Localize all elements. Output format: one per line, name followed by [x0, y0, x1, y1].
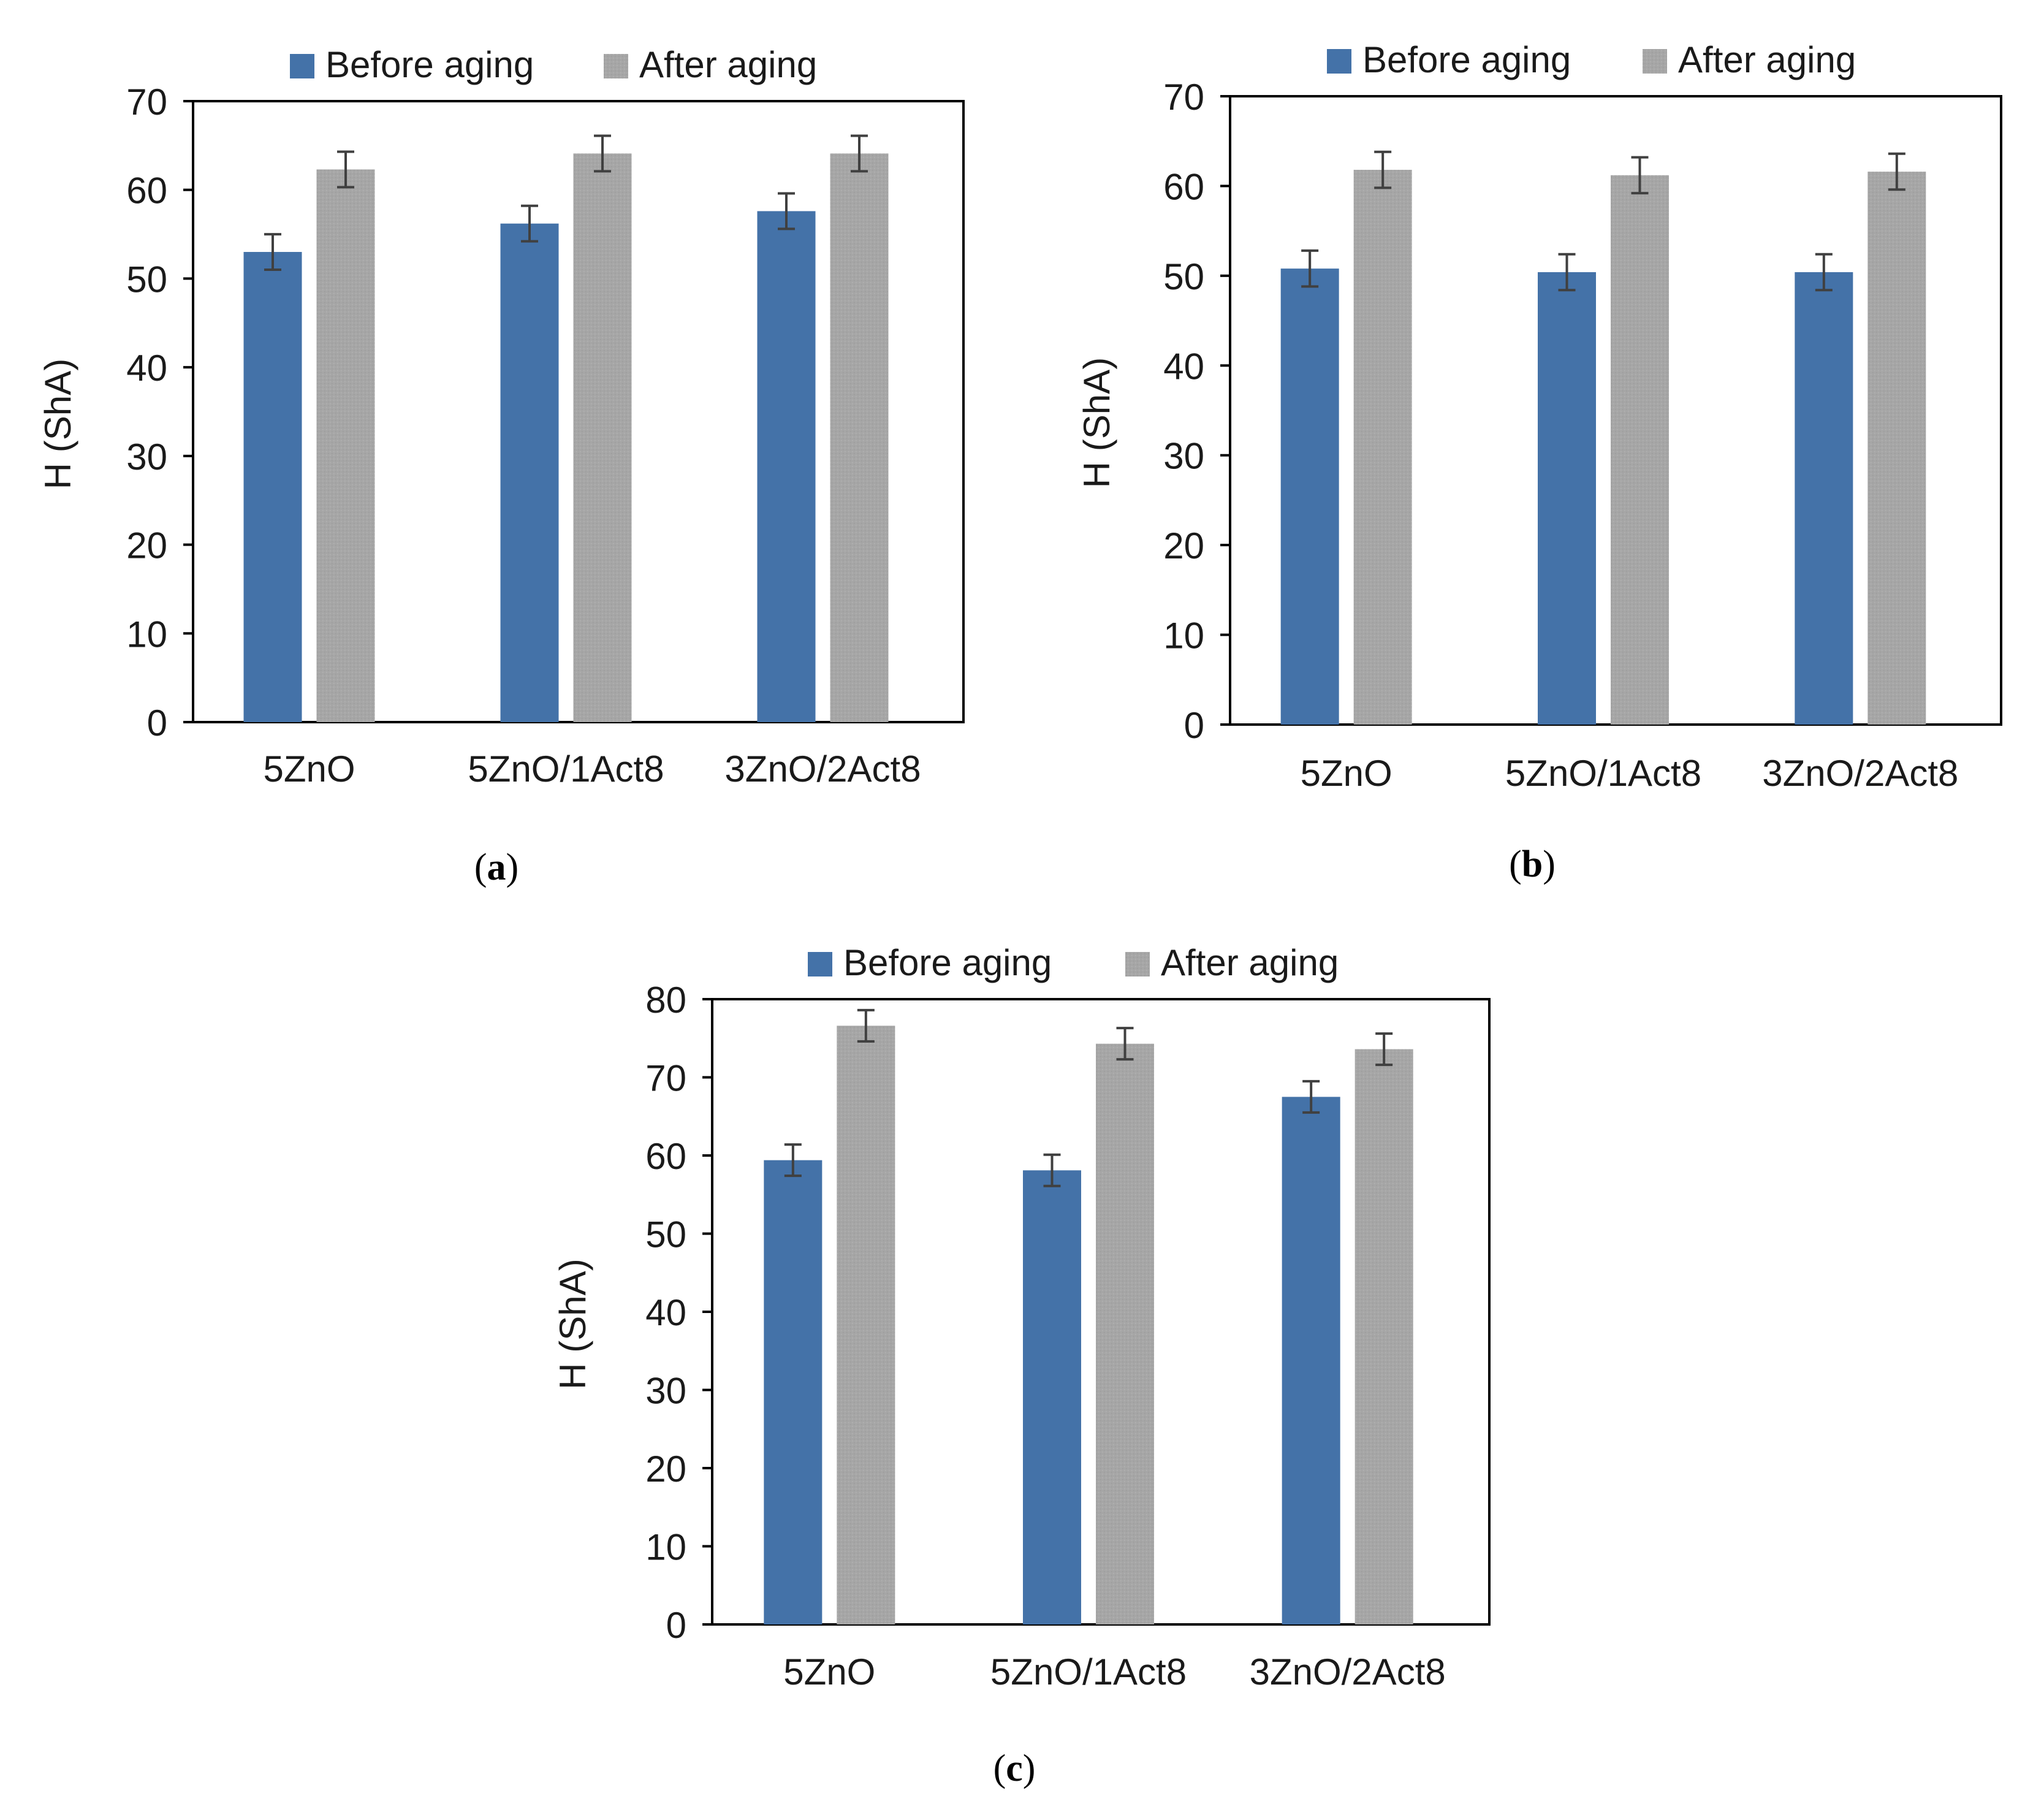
- x-category-label: 5ZnO/1Act8: [1505, 753, 1701, 794]
- y-tick-label: 0: [147, 702, 167, 744]
- x-category-label: 3ZnO/2Act8: [1250, 1651, 1446, 1692]
- bar-after-aging: [573, 153, 632, 723]
- bar-after-aging: [837, 1026, 895, 1624]
- y-tick-label: 70: [645, 1058, 686, 1099]
- bar-before-aging: [757, 211, 816, 723]
- bar-before-aging: [500, 223, 559, 723]
- legend-label-before: Before aging: [1362, 39, 1571, 80]
- legend-swatch-after: [1643, 49, 1667, 74]
- y-tick-label: 20: [1163, 525, 1204, 566]
- y-tick-label: 50: [645, 1214, 686, 1255]
- legend-label-before: Before aging: [325, 44, 534, 85]
- bar-before-aging: [1280, 268, 1339, 725]
- legend-label-after: After aging: [639, 44, 817, 85]
- y-tick-label: 20: [126, 525, 167, 566]
- y-tick-label: 10: [1163, 615, 1204, 657]
- y-tick-label: 40: [645, 1292, 686, 1333]
- bar-before-aging: [243, 252, 302, 722]
- bar-before-aging: [764, 1160, 823, 1624]
- y-tick-label: 40: [126, 348, 167, 389]
- bar-before-aging: [1282, 1097, 1340, 1624]
- legend-swatch-before: [1327, 49, 1351, 74]
- x-category-label: 5ZnO/1Act8: [468, 748, 664, 790]
- legend-swatch-after: [1125, 952, 1150, 976]
- bar-after-aging: [1096, 1043, 1154, 1624]
- y-tick-label: 50: [126, 259, 167, 300]
- y-tick-label: 60: [645, 1136, 686, 1177]
- legend-label-after: After aging: [1678, 39, 1856, 80]
- panel-caption: (b): [1509, 843, 1556, 885]
- y-tick-label: 20: [645, 1448, 686, 1490]
- legend-label-after: After aging: [1161, 942, 1339, 983]
- legend-swatch-before: [290, 54, 314, 78]
- y-tick-label: 30: [645, 1371, 686, 1412]
- y-tick-label: 80: [645, 980, 686, 1021]
- legend-swatch-before: [808, 952, 832, 976]
- chart-panel-c: 0 10 20 30 40 50 60 70 80 H (ShA) 5ZnO 5ZnO/1Act8 3Z…: [552, 942, 1491, 1789]
- y-tick-label: 50: [1163, 256, 1204, 297]
- x-category-label: 3ZnO/2Act8: [1762, 753, 1958, 794]
- y-tick-label: 30: [1163, 436, 1204, 477]
- x-category-label: 5ZnO: [783, 1651, 875, 1692]
- chart-panel-a: 0 10 20 30 40 50 60 70 H (ShA) 5ZnO 5ZnO/1Act8 3ZnO…: [37, 44, 965, 888]
- bar-after-aging: [1353, 170, 1412, 725]
- y-tick-label: 60: [126, 170, 167, 211]
- bar-before-aging: [1538, 272, 1596, 725]
- bar-before-aging: [1795, 272, 1853, 725]
- x-category-label: 3ZnO/2Act8: [724, 748, 921, 790]
- y-tick-label: 10: [645, 1527, 686, 1568]
- bar-after-aging: [1611, 175, 1669, 725]
- panel-caption: (c): [994, 1748, 1036, 1789]
- chart-panel-b: 0 10 20 30 40 50 60 70 H (ShA) 5ZnO 5ZnO/1Act8 3ZnO…: [1076, 39, 2002, 885]
- x-category-label: 5ZnO/1Act8: [990, 1651, 1187, 1692]
- x-category-label: 5ZnO: [1301, 753, 1392, 794]
- bar-after-aging: [1354, 1049, 1413, 1624]
- legend-label-before: Before aging: [843, 942, 1052, 983]
- y-tick-label: 60: [1163, 166, 1204, 207]
- x-category-label: 5ZnO: [263, 748, 355, 790]
- bar-after-aging: [316, 169, 375, 722]
- y-axis-label: H (ShA): [37, 359, 78, 489]
- y-axis-label: H (ShA): [552, 1258, 593, 1389]
- y-tick-label: 30: [126, 436, 167, 478]
- bar-before-aging: [1023, 1170, 1081, 1624]
- y-tick-label: 40: [1163, 346, 1204, 387]
- y-axis-label: H (ShA): [1076, 357, 1117, 488]
- y-tick-label: 0: [666, 1605, 686, 1646]
- panel-caption: (a): [474, 847, 519, 888]
- y-tick-label: 70: [126, 82, 167, 123]
- legend-swatch-after: [604, 54, 628, 78]
- bar-after-aging: [1867, 172, 1926, 725]
- y-tick-label: 10: [126, 614, 167, 655]
- y-tick-label: 70: [1163, 77, 1204, 118]
- y-tick-label: 0: [1184, 705, 1204, 746]
- bar-after-aging: [830, 153, 889, 723]
